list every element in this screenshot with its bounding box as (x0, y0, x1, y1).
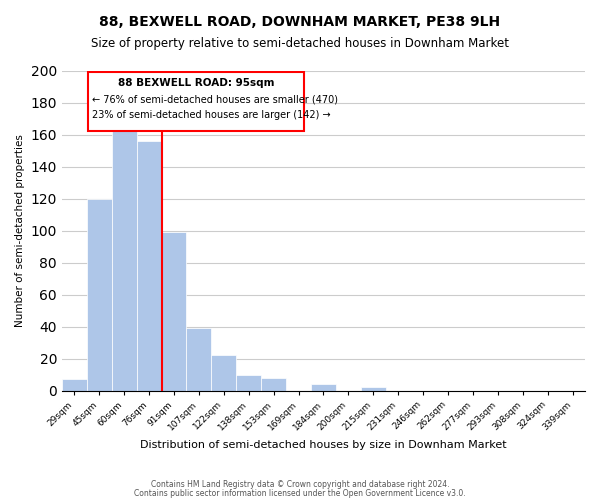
Bar (261, 378, 286, 390)
X-axis label: Distribution of semi-detached houses by size in Downham Market: Distribution of semi-detached houses by … (140, 440, 507, 450)
Bar (112, 130, 137, 390)
FancyBboxPatch shape (88, 72, 304, 132)
Text: 88 BEXWELL ROAD: 95sqm: 88 BEXWELL ROAD: 95sqm (118, 78, 274, 88)
Text: Contains public sector information licensed under the Open Government Licence v3: Contains public sector information licen… (134, 489, 466, 498)
Bar (62, 380, 87, 390)
Text: ← 76% of semi-detached houses are smaller (470): ← 76% of semi-detached houses are smalle… (92, 94, 338, 104)
Bar (236, 374, 261, 390)
Text: Contains HM Land Registry data © Crown copyright and database right 2024.: Contains HM Land Registry data © Crown c… (151, 480, 449, 489)
Bar (311, 384, 336, 390)
Y-axis label: Number of semi-detached properties: Number of semi-detached properties (15, 134, 25, 327)
Text: 23% of semi-detached houses are larger (142) →: 23% of semi-detached houses are larger (… (92, 110, 331, 120)
Bar (137, 141, 161, 390)
Bar (161, 232, 187, 390)
Bar (361, 388, 386, 390)
Text: Size of property relative to semi-detached houses in Downham Market: Size of property relative to semi-detach… (91, 38, 509, 51)
Bar (187, 328, 211, 390)
Bar (87, 198, 112, 390)
Bar (211, 356, 236, 390)
Text: 88, BEXWELL ROAD, DOWNHAM MARKET, PE38 9LH: 88, BEXWELL ROAD, DOWNHAM MARKET, PE38 9… (100, 15, 500, 29)
